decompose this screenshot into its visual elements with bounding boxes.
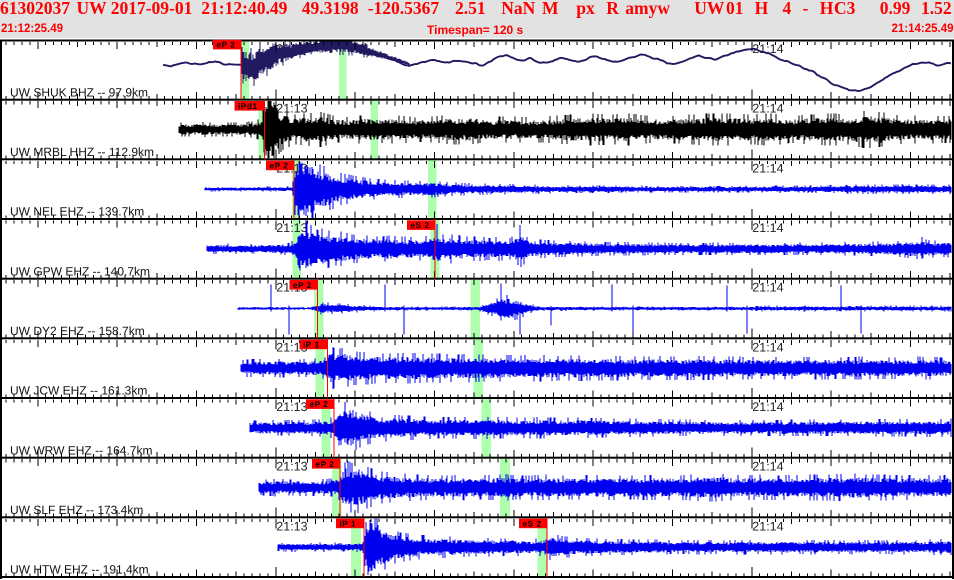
svg-text:21:14: 21:14 — [752, 281, 783, 295]
svg-text:UW GPW EHZ -- 140.7km: UW GPW EHZ -- 140.7km — [10, 264, 150, 278]
svg-text:21:13: 21:13 — [276, 460, 307, 474]
svg-text:eP 2: eP 2 — [316, 459, 335, 469]
svg-text:21:14: 21:14 — [752, 221, 783, 235]
svg-text:iP 1: iP 1 — [303, 340, 320, 350]
svg-text:UW WRW EHZ -- 164.7km: UW WRW EHZ -- 164.7km — [10, 443, 152, 457]
svg-text:21:14: 21:14 — [752, 400, 783, 414]
svg-text:eP 2: eP 2 — [270, 161, 289, 171]
svg-text:eS 2: eS 2 — [523, 519, 542, 529]
svg-text:eS 2: eS 2 — [411, 220, 430, 230]
svg-text:UW HTW EHZ -- 191.4km: UW HTW EHZ -- 191.4km — [10, 563, 149, 577]
svg-text:21:13: 21:13 — [276, 400, 307, 414]
svg-text:UW SHUK BHZ -- 97.9km: UW SHUK BHZ -- 97.9km — [10, 85, 148, 99]
svg-text:21:13: 21:13 — [276, 221, 307, 235]
svg-text:eP 2: eP 2 — [310, 399, 329, 409]
svg-text:21:14: 21:14 — [752, 340, 783, 354]
svg-text:UW SLF EHZ -- 173.4km: UW SLF EHZ -- 173.4km — [10, 503, 143, 517]
svg-text:21:14: 21:14 — [752, 460, 783, 474]
svg-text:eP 2: eP 2 — [293, 280, 312, 290]
svg-text:UW MRBL HHZ -- 112.9km: UW MRBL HHZ -- 112.9km — [10, 145, 154, 159]
svg-text:21:14: 21:14 — [752, 102, 783, 116]
svg-text:21:13: 21:13 — [276, 519, 307, 533]
svg-text:21:14: 21:14 — [752, 519, 783, 533]
svg-text:UW JCW EHZ -- 161.3km: UW JCW EHZ -- 161.3km — [10, 384, 147, 398]
svg-text:21:14: 21:14 — [752, 161, 783, 175]
svg-text:iP 1: iP 1 — [340, 519, 357, 529]
svg-text:21:14: 21:14 — [752, 42, 783, 56]
svg-text:iPd1: iPd1 — [238, 101, 258, 111]
svg-text:UW NEL EHZ -- 139.7km: UW NEL EHZ -- 139.7km — [10, 205, 144, 219]
svg-text:21:13: 21:13 — [276, 102, 307, 116]
svg-text:UW DY2 EHZ -- 158.7km: UW DY2 EHZ -- 158.7km — [10, 324, 145, 338]
svg-text:eP 2: eP 2 — [217, 40, 236, 50]
